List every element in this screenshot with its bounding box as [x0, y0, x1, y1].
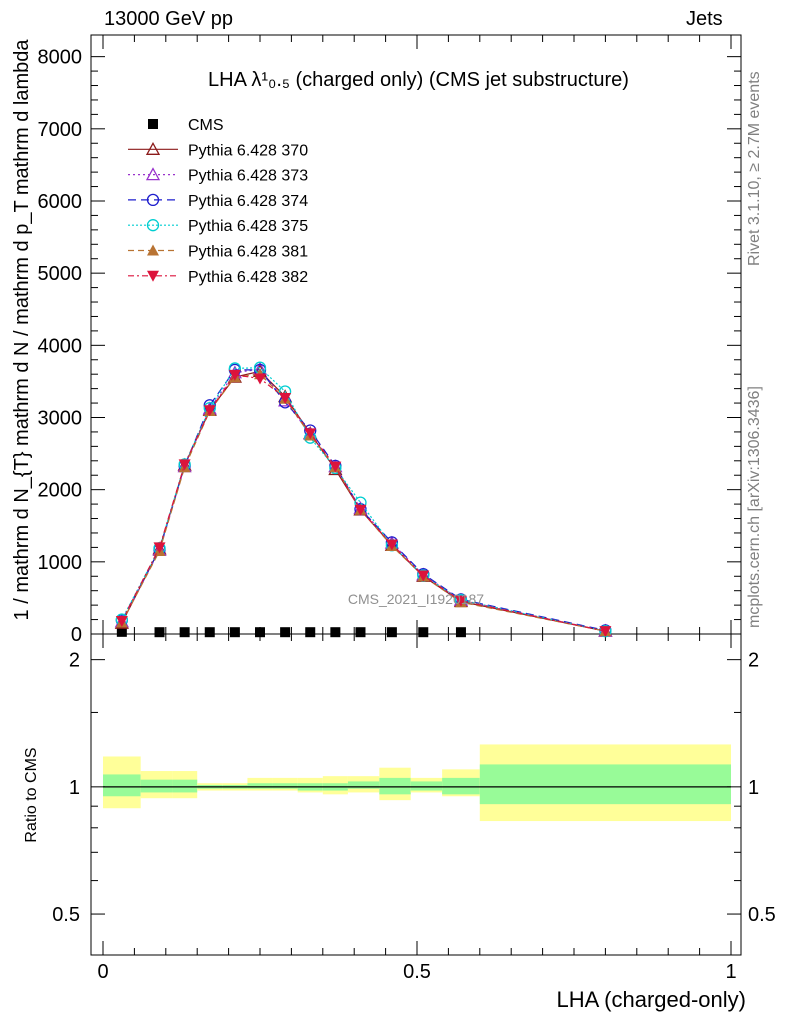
ratio-y-tick-label: 1: [69, 777, 80, 799]
ratio-y-tick-label: 0.5: [52, 904, 80, 926]
watermark: CMS_2021_I1920187: [348, 591, 484, 607]
y-tick-label: 0: [71, 624, 82, 646]
chart-title: LHA λ¹₀.₅ (charged only) (CMS jet substr…: [208, 69, 629, 91]
data-point-series-0: [255, 627, 265, 638]
data-point-series-6: [304, 428, 317, 440]
data-point-series-0: [154, 627, 165, 638]
data-point-series-0: [330, 627, 341, 638]
data-point-series-6: [279, 393, 292, 405]
ratio-band-stat: [479, 764, 731, 805]
data-point-series-6: [354, 504, 367, 516]
ratio-band-stat: [272, 783, 298, 789]
data-point-series-6: [178, 459, 191, 471]
labels-layer: 0 1000 2000 3000 4000 5000 6000 7000 8000 0 0.5 1 0.…: [11, 39, 776, 1012]
data-point-series-6: [454, 595, 467, 607]
data-point-series-0: [204, 627, 215, 638]
ratio-frame: [90, 633, 742, 956]
y-tick-label: 6000: [38, 191, 83, 213]
ratio-band-stat: [379, 777, 411, 795]
legend-label: Pythia 6.428 373: [188, 168, 308, 185]
legend-label: Pythia 6.428 370: [188, 142, 308, 159]
ratio-y-axis-label: Ratio to CMS: [23, 747, 40, 842]
legend: CMS Pythia 6.428 370 Pythia 6.428 373 Pythi…: [128, 117, 308, 286]
data-point-series-6: [115, 616, 128, 628]
data-point-series-0: [179, 627, 190, 638]
ratio-band-stat: [172, 779, 198, 793]
y-tick-label: 7000: [38, 119, 83, 141]
legend-marker: [146, 219, 160, 232]
data-point-series-6: [153, 542, 166, 554]
y-tick-label: 4000: [38, 335, 83, 357]
legend-label: Pythia 6.428 374: [188, 193, 308, 210]
axes-layer: [90, 34, 742, 956]
legend-marker: [146, 193, 160, 207]
legend-marker: [147, 244, 159, 256]
data-point-series-6: [203, 405, 216, 417]
legend-label: Pythia 6.428 382: [188, 269, 308, 286]
data-point-series-6: [417, 570, 430, 582]
y-axis-label: 1 / mathrm d N_{T} mathrm d N / mathrm d…: [11, 39, 33, 621]
data-point-series-6: [385, 539, 398, 551]
ratio-band-stat: [140, 779, 173, 793]
y-tick-label: 3000: [38, 407, 83, 429]
header-right-label: Jets: [686, 8, 723, 30]
legend-label: Pythia 6.428 375: [188, 218, 308, 235]
legend-marker: [145, 141, 161, 155]
legend-label: Pythia 6.428 381: [188, 244, 308, 261]
data-point-series-0: [305, 627, 316, 638]
y-tick-label: 2000: [38, 480, 83, 502]
ratio-y-tick-label-right: 2: [748, 650, 759, 672]
legend-label: CMS: [188, 117, 224, 134]
x-tick-label: 0: [97, 961, 108, 983]
ratio-panel: [103, 744, 731, 822]
x-tick-label: 1: [725, 961, 736, 983]
ratio-band-stat: [442, 777, 480, 795]
data-point-series-0: [386, 627, 397, 638]
legend-marker: [147, 270, 159, 282]
y-tick-label: 5000: [38, 263, 83, 285]
data-point-series-0: [280, 627, 291, 638]
data-point-series-6: [228, 369, 241, 381]
data-point-series-0: [418, 627, 429, 638]
y-tick-label: 8000: [38, 47, 83, 69]
data-point-series-6: [254, 373, 266, 385]
data-point-series-0: [355, 627, 366, 638]
data-point-series-6: [329, 461, 342, 473]
legend-marker: [145, 167, 161, 181]
ratio-y-tick-label-right: 1: [748, 777, 759, 799]
series-line-6: [121, 374, 606, 632]
series-layer: [114, 361, 613, 638]
ratio-y-tick-label-right: 0.5: [748, 904, 776, 926]
y-tick-label: 1000: [38, 552, 83, 574]
x-tick-label: 0.5: [403, 961, 431, 983]
data-point-series-6: [599, 626, 612, 638]
data-point-series-0: [116, 626, 127, 637]
ratio-band-stat: [410, 781, 443, 791]
ratio-band-stat: [247, 783, 273, 789]
ratio-band-stat: [103, 774, 141, 797]
ratio-band-stat: [347, 781, 380, 789]
legend-marker: [148, 119, 158, 129]
data-point-series-0: [455, 627, 466, 638]
ratio-y-tick-label: 2: [69, 650, 80, 672]
header-left-label: 13000 GeV pp: [104, 8, 233, 30]
data-point-series-0: [229, 627, 240, 638]
x-axis-label: LHA (charged-only): [556, 987, 746, 1012]
